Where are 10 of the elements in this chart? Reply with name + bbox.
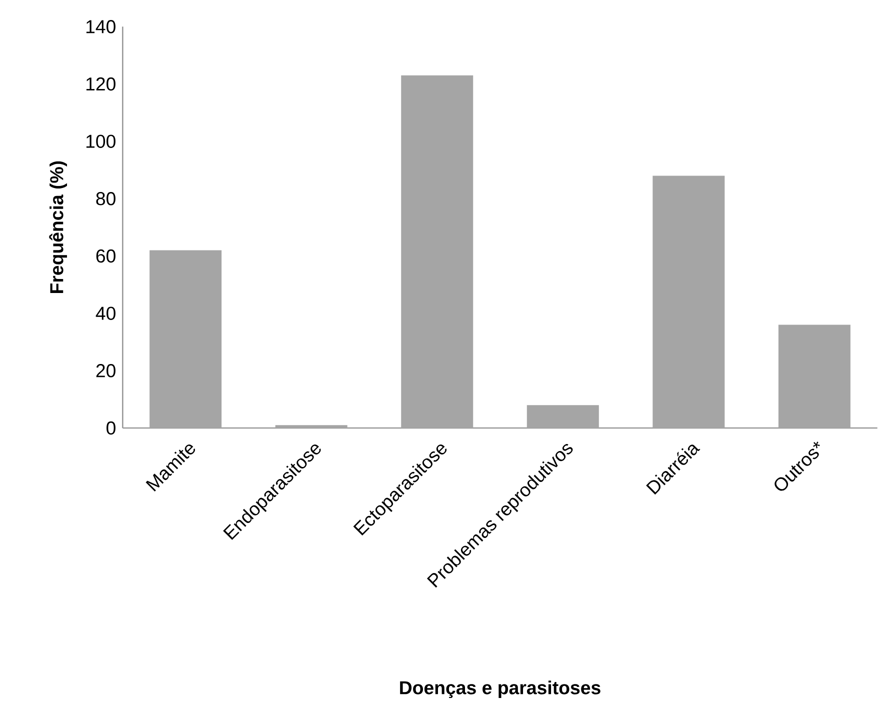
y-tick-label: 140 <box>86 20 116 34</box>
y-tick-label: 40 <box>96 306 116 320</box>
y-tick-label: 80 <box>96 192 116 206</box>
y-axis-title: Frequência (%) <box>49 161 67 293</box>
y-tick-label: 120 <box>86 77 116 91</box>
x-axis-title: Doenças e parasitoses <box>400 680 600 698</box>
y-tick-label: 60 <box>96 249 116 263</box>
y-tick-label: 0 <box>106 421 116 435</box>
y-tick-label: 100 <box>86 134 116 148</box>
y-tick-label: 20 <box>96 364 116 378</box>
